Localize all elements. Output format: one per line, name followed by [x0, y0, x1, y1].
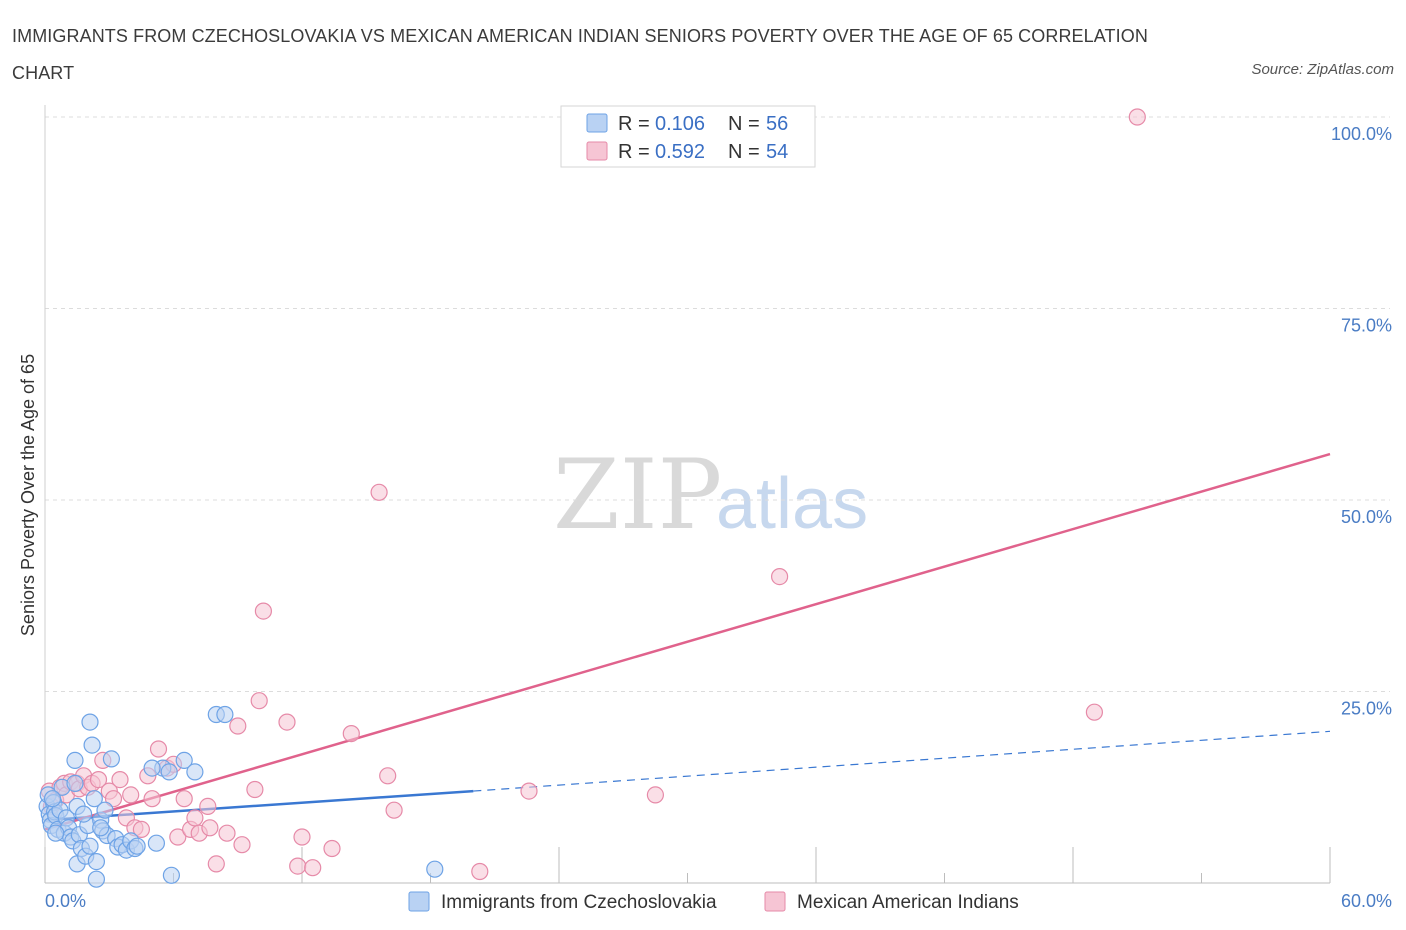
legend-r-label-1: R = [618, 113, 650, 135]
point-czechoslovakia-53 [43, 790, 62, 808]
watermark-atlas: atlas [716, 464, 868, 544]
point-mexican-american-indians-27 [175, 790, 193, 808]
point-mexican-american-indians-54 [1128, 108, 1146, 126]
bottom-legend-label-mexican-american-indians: Mexican American Indians [797, 892, 1019, 913]
point-czechoslovakia-54 [74, 805, 93, 823]
y-tick-label-0: 100.0% [1331, 124, 1392, 144]
legend-swatch-czechoslovakia [586, 113, 608, 133]
y-tick-label-3: 25.0% [1341, 699, 1392, 719]
point-mexican-american-indians-39 [254, 602, 272, 620]
point-mexican-american-indians-34 [218, 824, 236, 842]
trend-line-czechoslovakia [44, 789, 474, 822]
watermark-zip: ZIP [553, 439, 722, 551]
point-czechoslovakia-47 [162, 866, 180, 884]
point-czechoslovakia-46 [147, 834, 165, 852]
point-mexican-american-indians-38 [250, 692, 268, 710]
point-mexican-american-indians-26 [169, 828, 187, 846]
legend-r-label-2: R = [618, 141, 650, 163]
point-mexican-american-indians-48 [385, 801, 403, 819]
gridlines [45, 116, 1390, 692]
trend-lines [44, 452, 1331, 831]
point-mexican-american-indians-41 [289, 857, 307, 875]
bottom-legend-swatch-mexican-american-indians [764, 891, 786, 912]
point-mexican-american-indians-49 [471, 862, 489, 881]
legend-n-value-czechoslovakia: 56 [766, 113, 788, 135]
point-mexican-american-indians-51 [646, 786, 665, 804]
point-mexican-american-indians-31 [199, 797, 217, 816]
legend-n-label-1: N = [728, 113, 760, 135]
point-mexican-american-indians-50 [520, 782, 538, 800]
point-mexican-american-indians-29 [186, 809, 204, 827]
point-mexican-american-indians-40 [278, 713, 296, 731]
trend-line-mexican-american-indians [44, 452, 1331, 831]
point-mexican-american-indians-12 [89, 770, 108, 789]
legend-n-value-mexican-american-indians: 54 [766, 141, 788, 163]
point-czechoslovakia-39 [92, 819, 110, 837]
legend-r-value-czechoslovakia: 0.106 [655, 113, 705, 135]
point-czechoslovakia-20 [66, 751, 84, 770]
point-czechoslovakia-29 [87, 870, 106, 888]
point-mexican-american-indians-16 [111, 770, 129, 789]
point-czechoslovakia-34 [96, 801, 114, 819]
point-mexican-american-indians-35 [229, 717, 247, 735]
data-points [38, 108, 1146, 888]
chart-title: IMMIGRANTS FROM CZECHOSLOVAKIA VS MEXICA… [12, 26, 1148, 83]
y-axis-label: Seniors Poverty Over the Age of 65 [18, 354, 38, 636]
point-czechoslovakia-28 [87, 852, 106, 871]
point-czechoslovakia-55 [47, 824, 65, 842]
point-mexican-american-indians-46 [370, 483, 388, 501]
stats-legend: R = 0.106 N = 56 R = 0.592 N = 54 [560, 105, 816, 168]
legend-swatch-mexican-american-indians [586, 141, 608, 161]
point-mexican-american-indians-42 [293, 828, 311, 846]
trend-line-czechoslovakia-extension [473, 730, 1331, 792]
point-czechoslovakia-44 [143, 759, 161, 777]
point-czechoslovakia-24 [83, 736, 101, 754]
point-czechoslovakia-27 [81, 837, 99, 855]
y-tick-label-1: 75.0% [1341, 316, 1392, 336]
point-mexican-american-indians-43 [304, 859, 322, 877]
point-czechoslovakia-25 [85, 790, 103, 808]
point-czechoslovakia-42 [128, 837, 146, 855]
point-mexican-american-indians-32 [201, 819, 219, 837]
point-czechoslovakia-23 [81, 713, 99, 731]
point-mexican-american-indians-22 [143, 790, 161, 808]
point-czechoslovakia-51 [216, 705, 234, 724]
point-mexican-american-indians-53 [1085, 703, 1104, 721]
point-czechoslovakia-49 [186, 763, 204, 781]
bottom-legend-label-czechoslovakia: Immigrants from Czechoslovakia [441, 892, 717, 913]
point-mexican-american-indians-37 [246, 780, 264, 799]
bottom-legend-swatch-czechoslovakia [408, 891, 430, 912]
point-mexican-american-indians-23 [149, 740, 168, 758]
y-tick-label-2: 50.0% [1341, 507, 1392, 527]
point-mexican-american-indians-47 [379, 767, 397, 785]
point-mexican-american-indians-18 [122, 786, 140, 804]
point-czechoslovakia-52 [426, 860, 444, 878]
point-czechoslovakia-16 [66, 774, 84, 793]
x-tick-max: 60.0% [1341, 891, 1392, 911]
point-mexican-american-indians-36 [233, 836, 251, 854]
point-czechoslovakia-48 [175, 751, 193, 770]
series-legend: Immigrants from Czechoslovakia Mexican A… [408, 891, 1019, 913]
point-mexican-american-indians-33 [207, 855, 225, 873]
legend-r-value-mexican-american-indians: 0.592 [655, 141, 705, 163]
point-mexican-american-indians-44 [323, 839, 341, 858]
chart-source: Source: ZipAtlas.com [1251, 61, 1394, 78]
point-mexican-american-indians-20 [132, 820, 150, 839]
point-mexican-american-indians-45 [342, 724, 360, 743]
legend-n-label-2: N = [728, 141, 760, 163]
point-mexican-american-indians-52 [770, 567, 789, 586]
point-mexican-american-indians-15 [104, 790, 123, 808]
point-czechoslovakia-33 [102, 750, 121, 768]
y-tick-labels: 100.0% 75.0% 50.0% 25.0% [1331, 124, 1392, 719]
point-czechoslovakia-45 [160, 763, 178, 781]
x-tick-min: 0.0% [45, 891, 86, 911]
